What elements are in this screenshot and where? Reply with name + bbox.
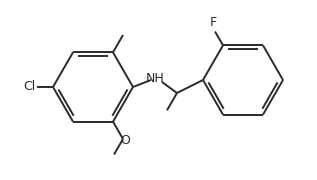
Text: F: F (210, 15, 217, 28)
Text: O: O (120, 134, 130, 147)
Text: NH: NH (146, 73, 165, 86)
Text: Cl: Cl (23, 80, 35, 93)
